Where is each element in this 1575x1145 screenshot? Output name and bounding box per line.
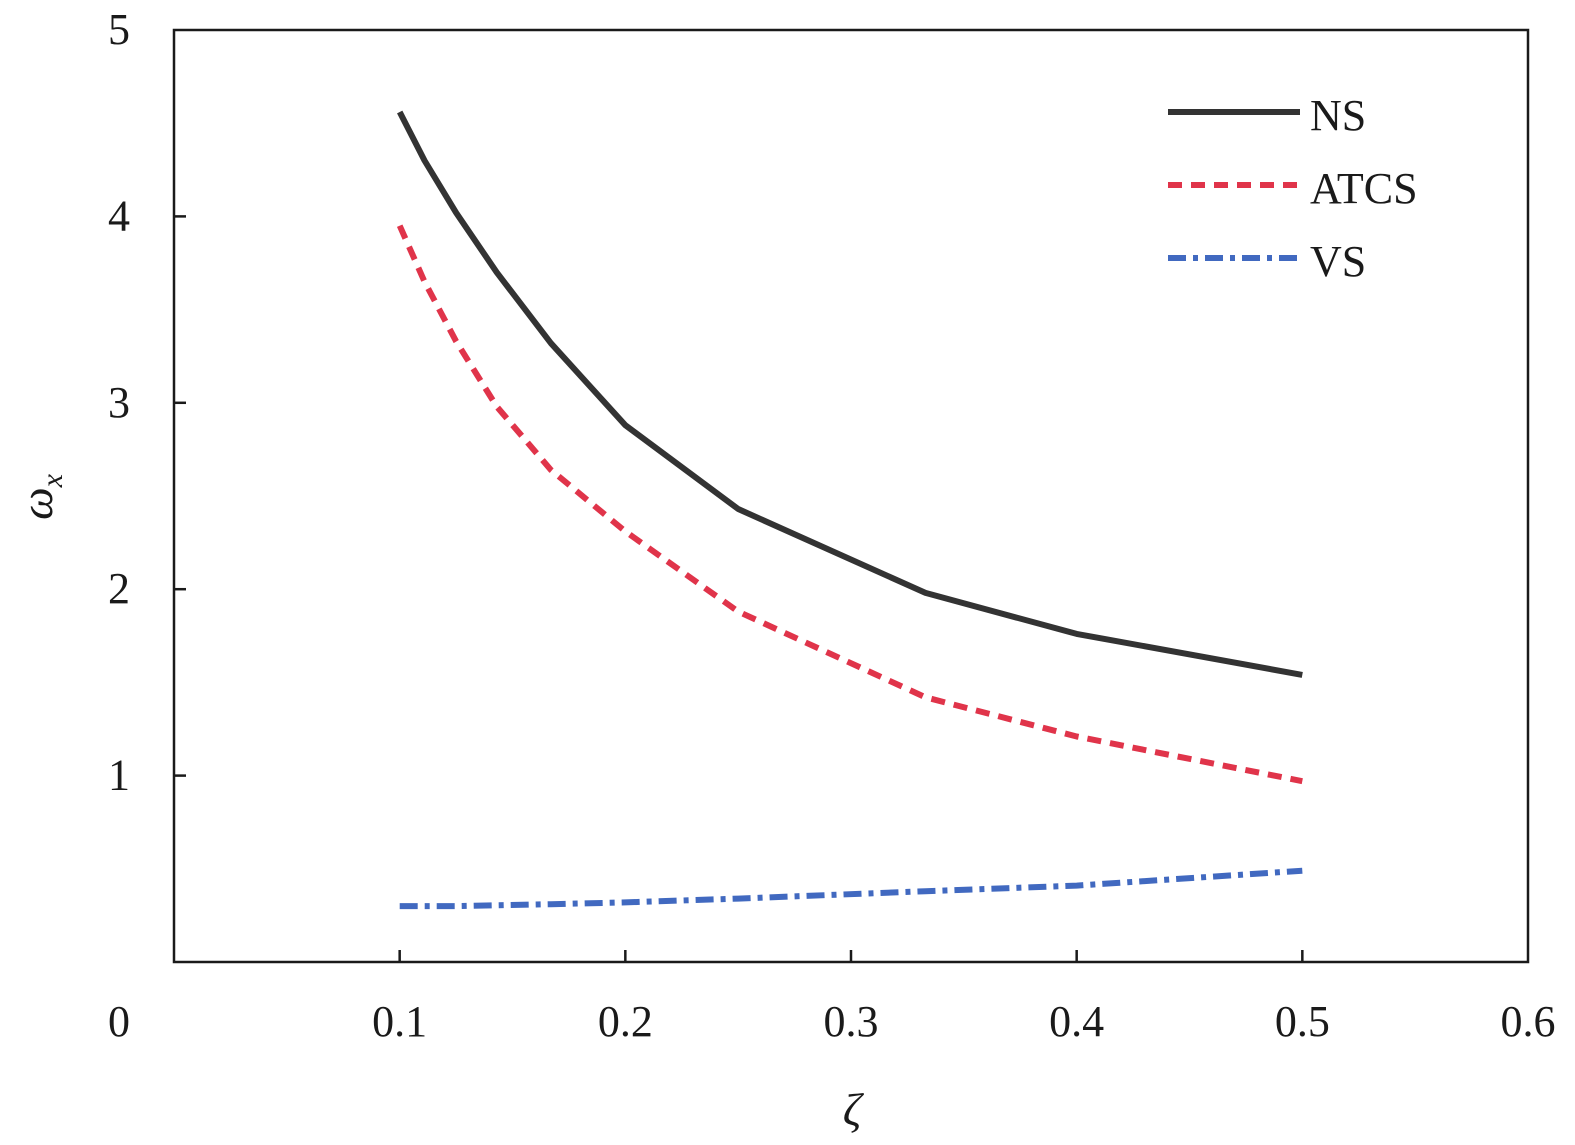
x-tick-label: 0.1 xyxy=(372,997,427,1046)
x-tick-label: 0 xyxy=(108,997,130,1046)
x-axis-title: ζ xyxy=(843,1084,865,1135)
x-tick-label: 0.3 xyxy=(824,997,879,1046)
legend-label-vs: VS xyxy=(1310,237,1366,286)
y-axis-title-main: ω xyxy=(11,487,62,519)
legend-label-ns: NS xyxy=(1310,91,1366,140)
y-tick-label: 2 xyxy=(108,564,130,613)
legend: NS ATCS VS xyxy=(1168,91,1418,286)
series-line-vs xyxy=(399,867,1303,910)
legend-label-atcs: ATCS xyxy=(1310,164,1418,213)
series-line-atcs xyxy=(396,224,1303,785)
x-tick-label: 0.5 xyxy=(1275,997,1330,1046)
y-tick-label: 3 xyxy=(108,378,130,427)
y-axis-title-subscript: x xyxy=(36,473,69,488)
x-tick-label: 0.2 xyxy=(598,997,653,1046)
x-tick-label: 0.4 xyxy=(1049,997,1104,1046)
series-line-ns xyxy=(397,110,1303,678)
tick-labels: 0 0.1 0.2 0.3 0.4 0.5 0.6 1 2 3 4 5 xyxy=(108,5,1556,1046)
series-layer xyxy=(396,110,1303,910)
y-tick-label: 1 xyxy=(108,751,130,800)
y-tick-label: 5 xyxy=(108,5,130,54)
tick-marks xyxy=(174,215,1304,962)
y-axis-title: ωx xyxy=(11,473,69,519)
x-tick-label: 0.6 xyxy=(1501,997,1556,1046)
y-tick-label: 4 xyxy=(108,191,130,240)
axis-titles: ζ ωx xyxy=(11,473,865,1135)
